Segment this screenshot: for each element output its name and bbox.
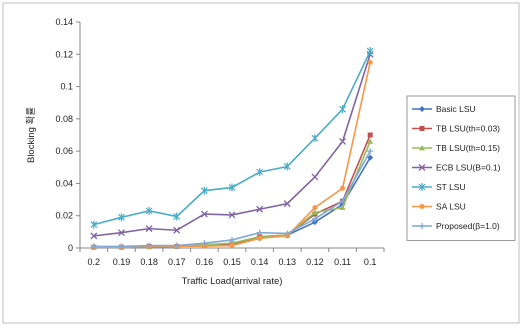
series-marker xyxy=(173,212,181,221)
series-marker xyxy=(200,186,208,195)
series-marker xyxy=(90,220,98,229)
legend-label: Basic LSU xyxy=(436,104,476,114)
y-tick-label: 0.04 xyxy=(55,178,73,188)
series-ecb-lsu-b-0-1 xyxy=(90,50,374,240)
legend-item: Basic LSU xyxy=(412,104,476,114)
series-marker xyxy=(228,183,236,192)
series-marker xyxy=(366,47,374,56)
legend-item: ST LSU xyxy=(412,182,466,192)
legend-label: ST LSU xyxy=(436,182,466,192)
series-marker xyxy=(90,232,98,240)
legend-label: TB LSU(th=0.15) xyxy=(436,143,500,153)
series-marker xyxy=(118,243,125,250)
legend-label: SA LSU xyxy=(436,202,466,212)
series-marker xyxy=(339,204,346,211)
series-marker xyxy=(419,145,425,151)
series-marker xyxy=(228,211,236,219)
series-marker xyxy=(367,148,374,155)
series-marker xyxy=(90,243,97,250)
y-tick-label: 0 xyxy=(68,243,73,253)
series-marker xyxy=(339,137,347,145)
series-marker xyxy=(419,204,425,209)
series-marker xyxy=(418,164,426,171)
x-tick-label: 0.18 xyxy=(140,257,158,267)
x-tick-label: 0.14 xyxy=(251,257,269,267)
y-axis-title: Blocking 확률 xyxy=(25,107,37,163)
x-ticks: 0.2 0.19 0.18 0.17 0.16 0.15 0.14 0.13 0.12 0.11 0… xyxy=(79,248,385,267)
series-marker xyxy=(339,105,346,114)
x-tick-label: 0.12 xyxy=(306,257,324,267)
series-marker xyxy=(367,132,373,138)
series-st-lsu xyxy=(90,47,374,229)
y-tick-label: 0.14 xyxy=(55,17,73,27)
x-tick-label: 0.17 xyxy=(168,257,186,267)
series-marker xyxy=(418,183,426,191)
series-marker xyxy=(367,138,374,144)
series-marker xyxy=(284,230,291,237)
series-marker xyxy=(146,242,153,249)
series-marker xyxy=(311,173,319,181)
series-marker xyxy=(419,106,425,112)
series-marker xyxy=(257,235,263,241)
legend-item: SA LSU xyxy=(412,202,466,212)
series-marker xyxy=(340,185,346,191)
series-marker xyxy=(312,205,318,211)
series-marker xyxy=(117,229,125,237)
y-tick-label: 0.06 xyxy=(55,146,73,156)
y-tick-label: 0.02 xyxy=(55,211,73,221)
series-marker xyxy=(339,198,346,205)
x-tick-label: 0.19 xyxy=(113,257,131,267)
legend-item: TB LSU(th=0.15) xyxy=(412,143,500,153)
series-marker xyxy=(173,226,181,234)
legend-item: TB LSU(th=0.03) xyxy=(412,124,500,134)
x-tick-label: 0.13 xyxy=(279,257,297,267)
series-marker xyxy=(200,210,208,218)
series-marker xyxy=(145,225,153,233)
x-tick-label: 0.11 xyxy=(334,257,351,267)
legend-item: Proposed(β=1.0) xyxy=(412,221,500,231)
series-marker xyxy=(311,219,318,226)
x-tick-label: 0.1 xyxy=(364,257,377,267)
series-marker xyxy=(419,126,425,131)
y-ticks: 0 0.02 0.04 0.06 0.08 0.1 0.12 0.14 xyxy=(55,17,80,253)
y-tick-label: 0.1 xyxy=(60,82,73,92)
x-tick-label: 0.16 xyxy=(196,257,214,267)
legend-label: Proposed(β=1.0) xyxy=(436,221,500,231)
y-tick-label: 0.08 xyxy=(55,114,73,124)
legend: Basic LSU TB LSU(th=0.03) TB LSU(th=0.15) E… xyxy=(406,95,516,241)
series-marker xyxy=(256,205,264,213)
series-marker xyxy=(367,154,374,161)
series-marker xyxy=(229,236,235,243)
series-marker xyxy=(367,59,373,65)
series-marker xyxy=(311,134,319,143)
series-marker xyxy=(256,229,263,236)
series-marker xyxy=(145,206,153,215)
series-marker xyxy=(311,209,318,215)
y-tick-label: 0.12 xyxy=(55,49,73,59)
series xyxy=(90,47,374,251)
x-axis-title: Traffic Load(arrival rate) xyxy=(182,276,283,287)
series-marker xyxy=(229,243,235,249)
series-marker xyxy=(283,162,291,171)
series-marker xyxy=(173,242,180,249)
x-tick-label: 0.15 xyxy=(223,257,241,267)
legend-item: ECB LSU(B=0.1) xyxy=(412,163,501,173)
series-marker xyxy=(201,240,208,247)
series-marker xyxy=(256,168,264,177)
x-tick-label: 0.2 xyxy=(88,257,101,267)
series-marker xyxy=(118,213,125,222)
series-marker xyxy=(419,223,425,229)
legend-label: ECB LSU(B=0.1) xyxy=(436,163,501,173)
series-marker xyxy=(283,200,291,208)
series-proposed-1-0 xyxy=(90,148,374,250)
series-marker xyxy=(311,215,318,222)
legend-label: TB LSU(th=0.03) xyxy=(436,124,500,134)
